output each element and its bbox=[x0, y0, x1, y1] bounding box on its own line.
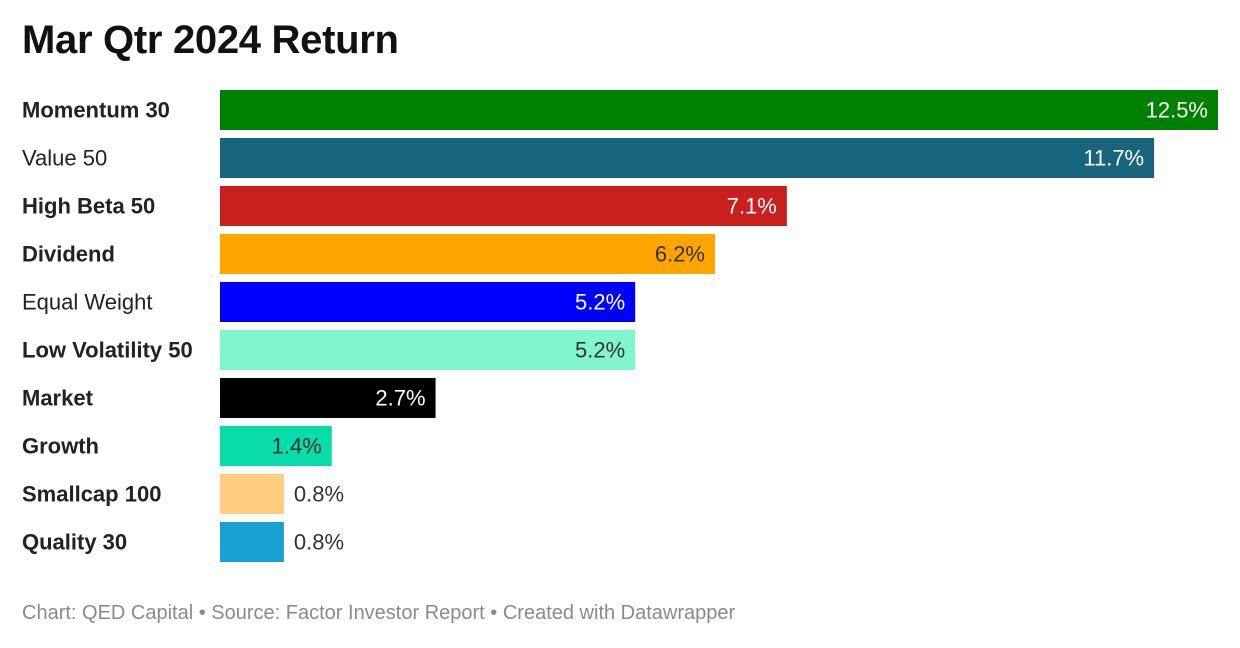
category-label: Momentum 30 bbox=[22, 98, 170, 123]
category-label: Dividend bbox=[22, 242, 115, 267]
category-label: Quality 30 bbox=[22, 530, 127, 555]
chart-title: Mar Qtr 2024 Return bbox=[22, 18, 399, 62]
value-label: 5.2% bbox=[575, 290, 625, 315]
value-label: 7.1% bbox=[727, 194, 777, 219]
value-label: 5.2% bbox=[575, 338, 625, 363]
chart-footer: Chart: QED Capital • Source: Factor Inve… bbox=[22, 602, 736, 624]
value-label: 6.2% bbox=[655, 242, 705, 267]
bar bbox=[220, 138, 1155, 178]
category-label: Low Volatility 50 bbox=[22, 338, 193, 363]
value-label: 0.8% bbox=[294, 482, 344, 507]
value-label: 2.7% bbox=[375, 386, 425, 411]
category-label: Smallcap 100 bbox=[22, 482, 161, 507]
category-label: Equal Weight bbox=[22, 290, 152, 315]
category-label: Growth bbox=[22, 434, 99, 459]
value-label: 12.5% bbox=[1146, 98, 1208, 123]
bar bbox=[220, 186, 787, 226]
bar-chart: Momentum 30 12.5% Value 50 11.7% High Beta 5… bbox=[22, 90, 1218, 562]
bar bbox=[220, 282, 636, 322]
bar bbox=[220, 474, 284, 514]
bar bbox=[220, 426, 332, 466]
bar bbox=[220, 522, 284, 562]
bar bbox=[220, 378, 436, 418]
value-label: 0.8% bbox=[294, 530, 344, 555]
bar bbox=[220, 330, 636, 370]
category-label: Value 50 bbox=[22, 146, 107, 171]
bar bbox=[220, 234, 716, 274]
value-label: 11.7% bbox=[1083, 146, 1144, 171]
category-label: High Beta 50 bbox=[22, 194, 155, 219]
value-label: 1.4% bbox=[272, 434, 322, 459]
category-label: Market bbox=[22, 386, 94, 411]
bar bbox=[220, 90, 1218, 130]
